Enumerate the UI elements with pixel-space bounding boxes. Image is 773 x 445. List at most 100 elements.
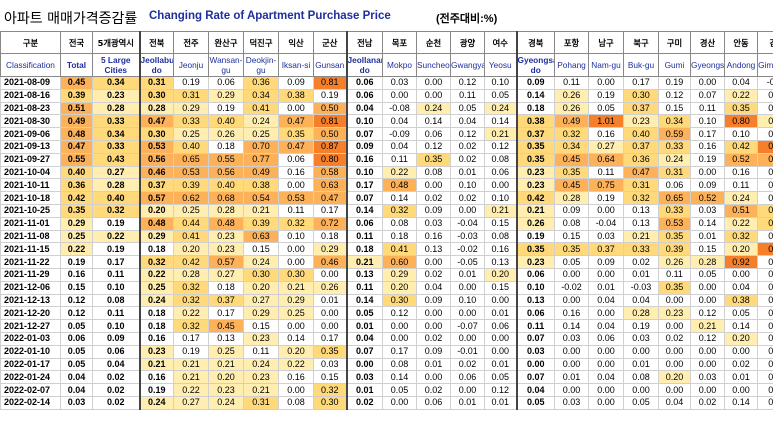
- data-cell: 0.37: [208, 293, 244, 308]
- data-cell: 0.29: [757, 114, 773, 129]
- data-cell: 0.24: [138, 395, 174, 410]
- data-cell: 0.39: [243, 216, 279, 231]
- data-cell: 0.03: [690, 203, 725, 218]
- data-cell: 0.02: [92, 370, 140, 385]
- data-cell: 0.15: [60, 280, 93, 295]
- row-date: 2021-12-13: [0, 293, 61, 308]
- table-body: 2021-08-09 0.45 0.34 0.31 0.19 0.06 0.36 0.09 0.…: [0, 76, 773, 410]
- data-cell: 0.24: [243, 255, 279, 269]
- data-cell: 0.08: [757, 255, 773, 269]
- data-cell: 0.14: [278, 331, 314, 346]
- data-cell: 0.16: [416, 229, 451, 244]
- data-cell: 0.12: [60, 293, 93, 308]
- data-cell: 0.09: [554, 203, 589, 218]
- data-cell: 0.05: [554, 255, 589, 269]
- data-cell: 0.00: [450, 203, 485, 218]
- data-cell: 0.38: [724, 293, 758, 308]
- data-cell: 0.22: [278, 357, 314, 372]
- data-cell: 0.00: [757, 331, 773, 346]
- data-cell: 0.34: [243, 88, 279, 103]
- data-cell: 0.33: [658, 139, 691, 154]
- data-cell: 0.23: [515, 165, 555, 180]
- data-cell: 0.21: [515, 203, 555, 218]
- data-cell: 0.41: [173, 229, 209, 244]
- data-cell: 0.21: [278, 280, 314, 295]
- data-cell: 0.13: [208, 331, 244, 346]
- data-cell: 0.01: [623, 267, 659, 282]
- table-row: 2021-11-08 0.25 0.22 0.29 0.41 0.23 0.63 0.10 0.…: [0, 229, 773, 244]
- data-cell: 0.30: [623, 88, 659, 103]
- data-cell: 0.11: [450, 88, 485, 103]
- data-cell: 0.34: [92, 76, 140, 90]
- data-cell: 0.33: [173, 114, 209, 129]
- data-cell: 0.32: [313, 383, 347, 397]
- data-cell: 0.06: [484, 165, 517, 180]
- data-cell: 0.04: [658, 395, 691, 410]
- data-cell: 0.48: [60, 127, 93, 141]
- data-cell: 0.24: [208, 395, 244, 410]
- data-cell: 0.00: [690, 165, 725, 180]
- header-col-en: Jeonju: [173, 53, 209, 77]
- header-col-kr: 전국: [60, 31, 93, 54]
- data-cell: 0.31: [138, 76, 174, 90]
- data-cell: 0.21: [208, 357, 244, 372]
- data-cell: 0.15: [243, 242, 279, 257]
- data-cell: 0.04: [60, 383, 93, 397]
- data-cell: 0.81: [313, 114, 347, 129]
- data-cell: 0.01: [484, 395, 517, 410]
- data-cell: 0.04: [345, 101, 383, 116]
- data-cell: 0.22: [92, 229, 140, 244]
- data-cell: 0.01: [724, 370, 758, 385]
- data-cell: 0.04: [724, 280, 758, 295]
- header-col-en: Gyeongsangbuk-do: [515, 53, 555, 77]
- data-cell: 0.00: [484, 178, 517, 193]
- data-cell: 0.03: [554, 395, 589, 410]
- data-cell: 0.00: [278, 101, 314, 116]
- data-cell: 0.31: [173, 88, 209, 103]
- data-cell: 0.23: [658, 306, 691, 321]
- data-cell: 0.00: [588, 306, 624, 321]
- row-date: 2022-02-07: [0, 383, 61, 397]
- data-cell: 0.68: [208, 191, 244, 205]
- table-row: 2021-11-29 0.16 0.11 0.22 0.28 0.27 0.30 0.30 0.…: [0, 267, 773, 282]
- data-cell: 0.00: [724, 344, 758, 359]
- data-cell: 0.20: [724, 331, 758, 346]
- data-cell: 0.00: [757, 293, 773, 308]
- data-cell: 0.23: [243, 370, 279, 385]
- data-cell: 0.38: [757, 216, 773, 231]
- data-cell: 0.25: [173, 127, 209, 141]
- data-cell: 0.46: [313, 255, 347, 269]
- data-cell: 0.53: [278, 191, 314, 205]
- row-date: 2022-01-03: [0, 331, 61, 346]
- data-cell: 0.29: [173, 101, 209, 116]
- data-cell: 0.39: [60, 88, 93, 103]
- data-cell: 0.49: [554, 114, 589, 129]
- data-cell: 0.00: [382, 395, 417, 410]
- data-cell: 0.28: [623, 306, 659, 321]
- data-cell: 0.27: [588, 139, 624, 154]
- table-row: 2022-01-03 0.06 0.09 0.16 0.17 0.13 0.23 0.14 0.…: [0, 331, 773, 346]
- data-cell: 0.28: [138, 101, 174, 116]
- row-date: 2021-12-27: [0, 319, 61, 333]
- row-date: 2021-08-16: [0, 88, 61, 103]
- data-cell: 0.57: [757, 152, 773, 167]
- data-cell: 0.06: [515, 306, 555, 321]
- row-date: 2021-09-27: [0, 152, 61, 167]
- row-date: 2021-08-23: [0, 101, 61, 116]
- data-cell: 0.11: [243, 344, 279, 359]
- data-cell: 0.55: [60, 152, 93, 167]
- data-cell: 0.02: [416, 331, 451, 346]
- data-cell: 0.26: [208, 127, 244, 141]
- data-cell: 0.17: [757, 395, 773, 410]
- data-cell: 0.00: [588, 395, 624, 410]
- data-cell: 0.57: [208, 255, 244, 269]
- data-cell: 0.23: [208, 383, 244, 397]
- data-cell: 0.05: [588, 101, 624, 116]
- data-cell: 0.48: [382, 178, 417, 193]
- data-cell: 0.29: [60, 216, 93, 231]
- data-cell: 0.21: [345, 255, 383, 269]
- data-cell: 0.18: [138, 319, 174, 333]
- data-cell: 0.33: [757, 203, 773, 218]
- data-cell: 0.75: [588, 178, 624, 193]
- data-cell: 0.25: [243, 127, 279, 141]
